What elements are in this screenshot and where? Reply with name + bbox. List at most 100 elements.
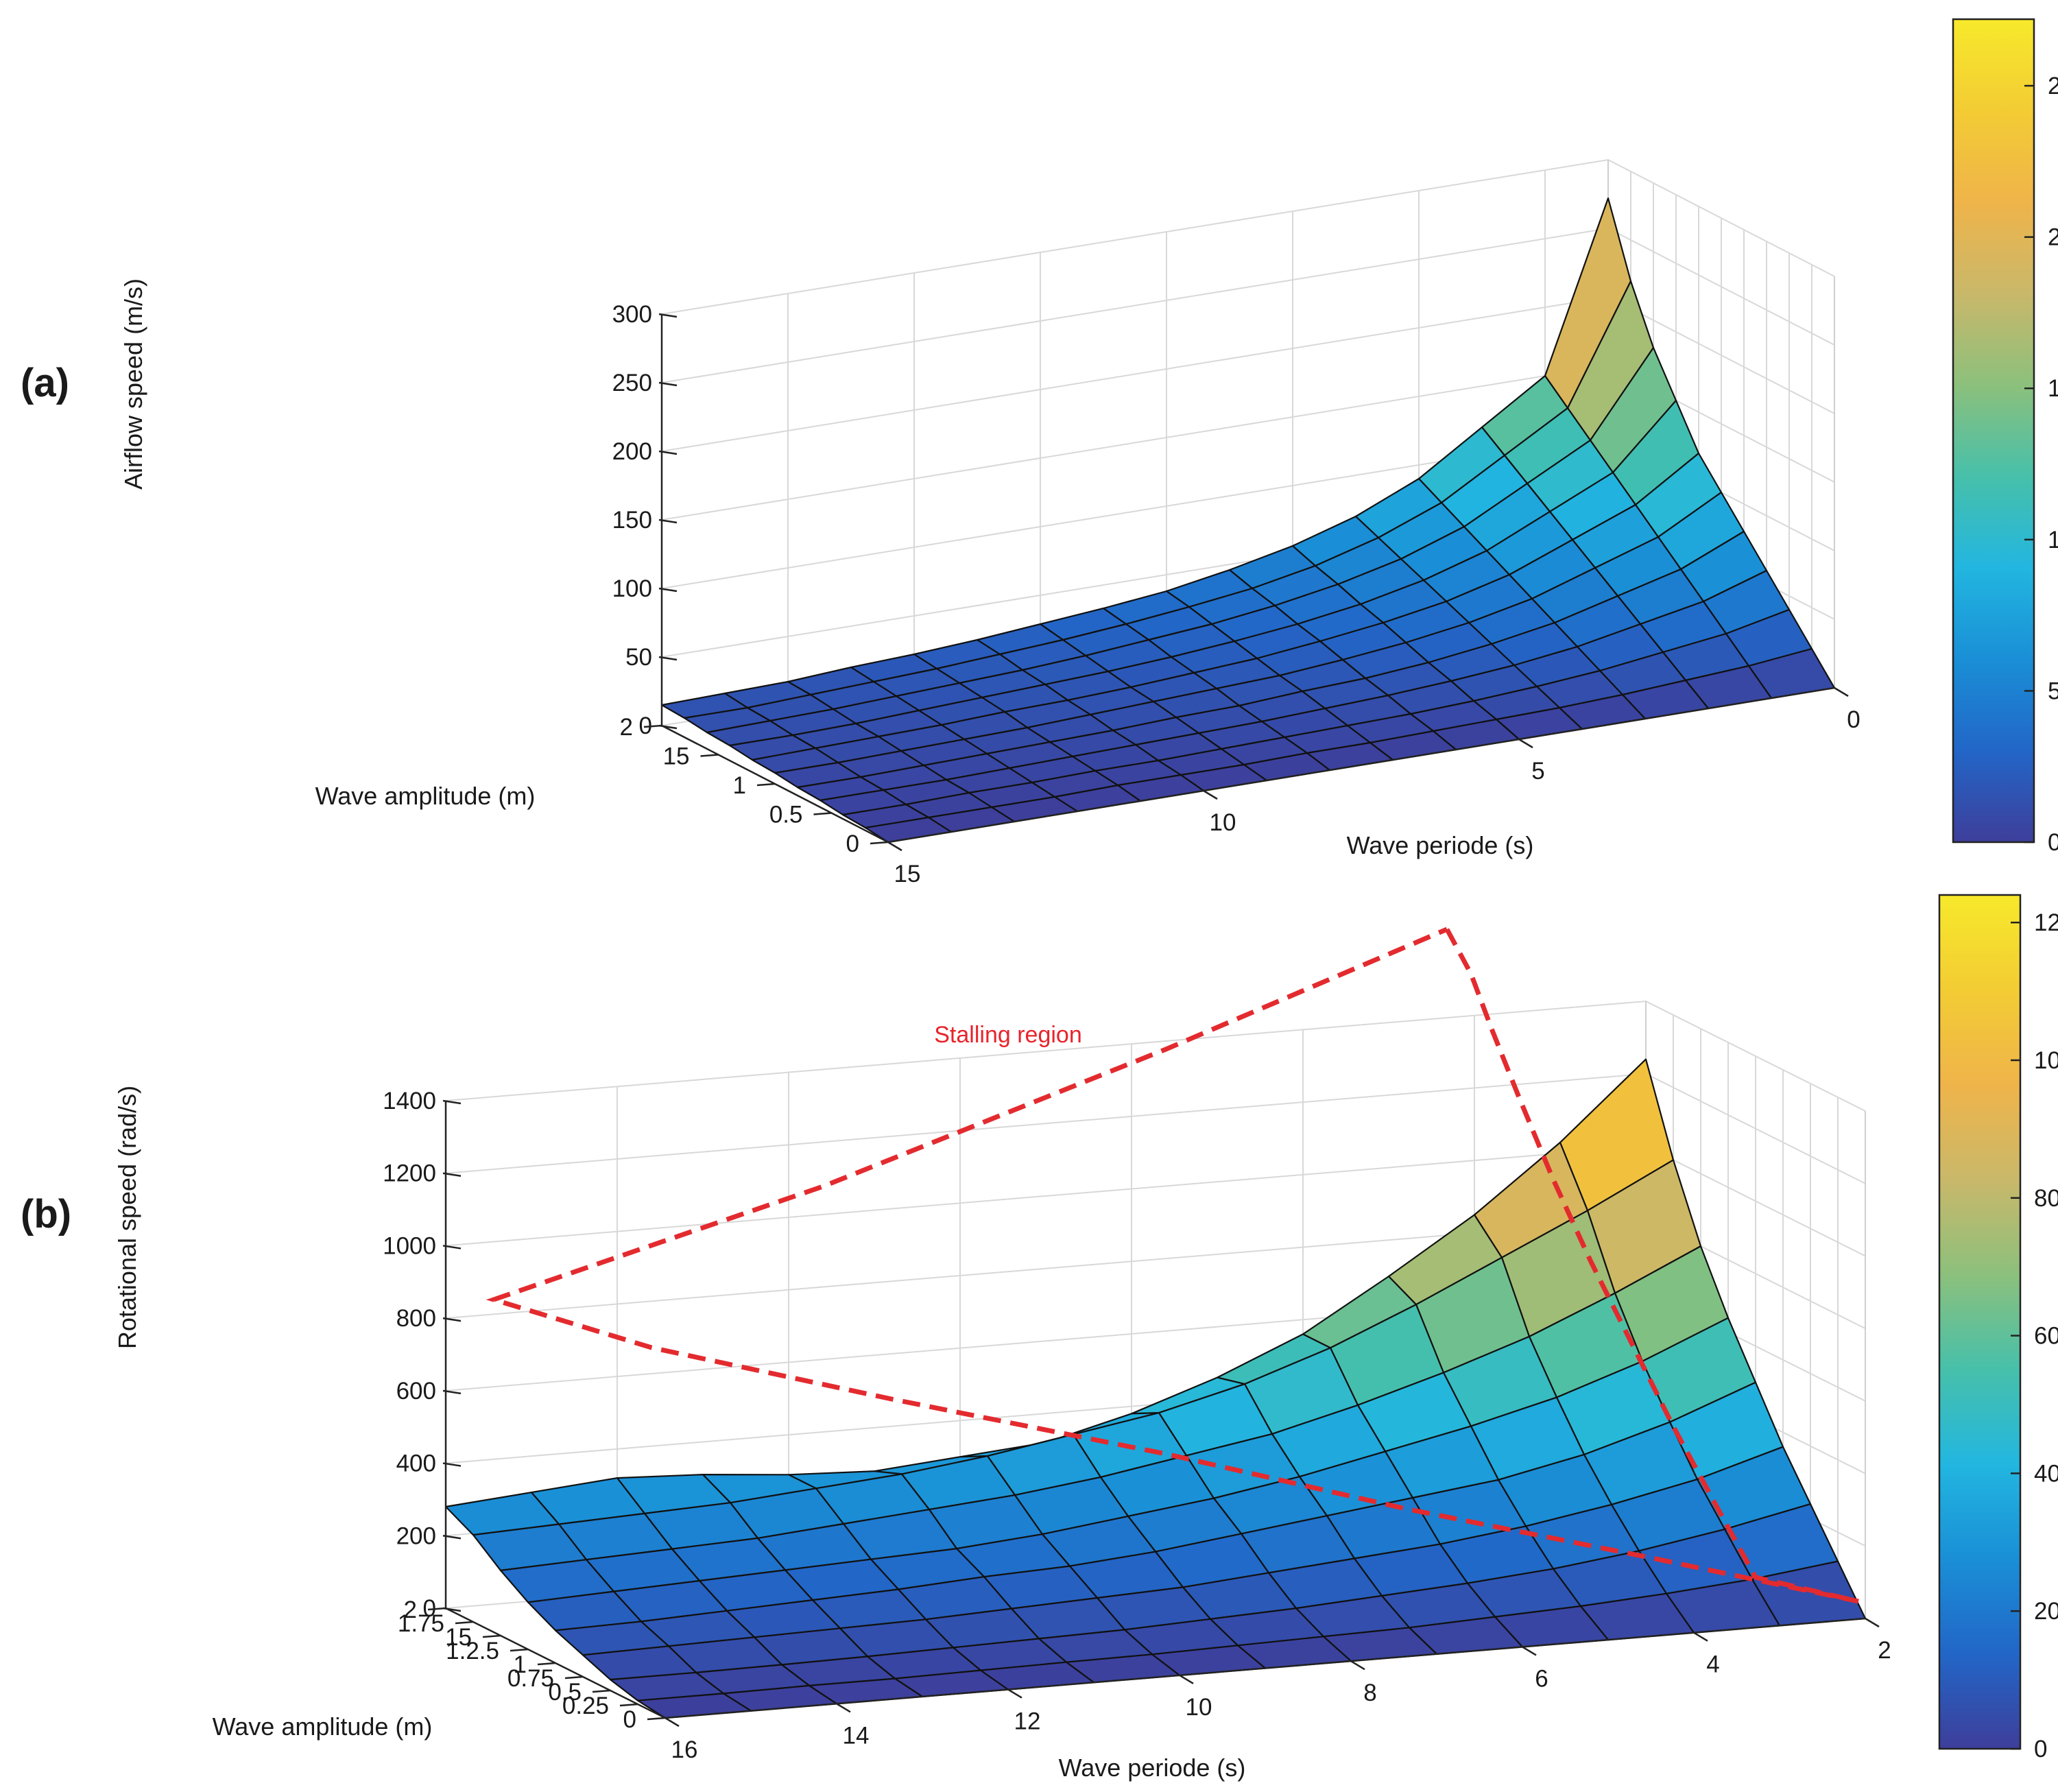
period-axis-line (665, 1617, 1866, 1719)
amplitude-tick-label: 2 (620, 714, 633, 741)
amplitude-tick-mark (756, 782, 776, 787)
stalling-region-outline (486, 927, 1859, 1604)
amplitude-tick-label: 0.25 (562, 1693, 609, 1719)
period-tick-mark (1007, 1688, 1022, 1699)
colorbar-gradient (1952, 18, 2035, 844)
period-tick-label: 4 (1706, 1651, 1719, 1678)
amplitude-tick-mark (455, 1621, 474, 1625)
colorbar-tick-label: 200 (2048, 224, 2058, 251)
panel-a-period-ticks: 15 10 5 0 (887, 686, 1860, 887)
z-tick-mark (442, 1389, 462, 1395)
z-tick-mark (442, 1462, 462, 1467)
amplitude-tick-mark (537, 1662, 556, 1666)
amplitude-tick-label: 1 (733, 772, 746, 799)
period-tick-label: 8 (1363, 1680, 1376, 1706)
colorbar-gradient (1938, 894, 2022, 1750)
z-tick-label: 400 (396, 1450, 436, 1477)
period-tick-mark (1834, 686, 1849, 697)
z-tick-label: 100 (612, 575, 652, 602)
panel-a-surface (660, 197, 1836, 844)
panel-a-amplitude-axis-label: Wave amplitude (m) (315, 782, 536, 810)
period-tick-mark (1518, 738, 1533, 749)
period-tick-label: 0 (1847, 706, 1860, 733)
z-tick-label: 250 (612, 370, 652, 396)
period-tick-label: 6 (1535, 1665, 1548, 1692)
period-tick-mark (887, 841, 902, 852)
panel-b-label: (b) (21, 1192, 71, 1237)
period-tick-label: 10 (1186, 1694, 1212, 1721)
amplitude-tick-mark (813, 812, 832, 815)
amplitude-tick-mark (482, 1634, 501, 1638)
period-tick-mark (836, 1703, 851, 1713)
period-axis-line (887, 686, 1835, 844)
z-tick-mark (658, 724, 678, 730)
amplitude-tick-label: 1 (514, 1651, 527, 1678)
period-tick-mark (1865, 1617, 1880, 1628)
z-tick-mark (658, 450, 678, 455)
z-tick-label: 600 (396, 1378, 436, 1405)
amplitude-tick-label: 15 (445, 1624, 472, 1651)
z-tick-label: 800 (396, 1305, 436, 1332)
period-tick-mark (1693, 1632, 1708, 1642)
amplitude-tick-label: 15 (663, 743, 690, 770)
amplitude-tick-mark (647, 1717, 666, 1721)
colorbar-tick-label: 800 (2034, 1185, 2058, 1212)
amplitude-tick-label: 1.75 (398, 1610, 444, 1637)
z-tick-label: 50 (625, 644, 652, 671)
period-tick-mark (1522, 1646, 1537, 1656)
panel-a-label: (a) (21, 361, 69, 405)
colorbar-tick-label: 400 (2034, 1460, 2058, 1487)
panel-b-period-axis-label: Wave periode (s) (1059, 1754, 1246, 1782)
z-tick-mark (658, 313, 678, 318)
amplitude-tick-mark (427, 1607, 446, 1611)
panel-b-colorbar: 0 200 400 600 800 1000 1200 (1938, 894, 2058, 1763)
panel-b-surface (444, 1058, 1867, 1719)
panel-a: (a) Airflow speed (m/s) Wave amplitude (… (21, 18, 2058, 887)
amplitude-tick-mark (870, 841, 889, 845)
panel-b-z-ticks: 0 200 400 600 800 1000 1200 1400 (383, 1088, 462, 1622)
amplitude-tick-mark (510, 1648, 529, 1652)
z-tick-label: 1400 (383, 1088, 436, 1114)
panel-b-period-ticks: 16 14 12 10 8 6 4 2 (665, 1617, 1891, 1763)
z-tick-label: 0 (639, 713, 652, 739)
z-tick-label: 200 (396, 1522, 436, 1549)
colorbar-tick-label: 50 (2048, 678, 2058, 704)
z-tick-label: 300 (612, 301, 652, 328)
period-tick-label: 12 (1014, 1708, 1041, 1735)
z-tick-mark (442, 1607, 462, 1612)
amplitude-tick-label: 0 (846, 831, 859, 857)
amplitude-tick-label: 0.5 (548, 1679, 582, 1706)
z-tick-label: 0 (423, 1595, 436, 1622)
z-tick-mark (442, 1172, 462, 1177)
z-tick-label: 1000 (383, 1232, 436, 1259)
colorbar-tick-label: 150 (2048, 375, 2058, 402)
colorbar-tick-label: 200 (2034, 1598, 2058, 1625)
period-tick-mark (665, 1717, 680, 1728)
z-tick-label: 200 (612, 438, 652, 465)
amplitude-tick-label: 1.2.5 (446, 1638, 499, 1664)
colorbar-tick-label: 600 (2034, 1323, 2058, 1350)
amplitude-tick-mark (619, 1703, 638, 1707)
panel-b: (b) Rotational speed (rad/s) Wave amplit… (21, 894, 2058, 1782)
colorbar-tick-label: 0 (2048, 829, 2058, 856)
colorbar-tick-label: 0 (2034, 1736, 2047, 1763)
amplitude-tick-label: 0.5 (769, 802, 803, 828)
panel-b-amplitude-axis-label: Wave amplitude (m) (213, 1712, 433, 1741)
z-tick-mark (442, 1099, 462, 1105)
panel-b-z-axis-label: Rotational speed (rad/s) (113, 1086, 141, 1349)
period-tick-label: 15 (894, 861, 921, 887)
z-tick-mark (658, 587, 678, 593)
z-tick-label: 150 (612, 507, 652, 534)
period-tick-label: 5 (1531, 758, 1544, 785)
period-tick-mark (1203, 789, 1218, 800)
amplitude-tick-label: 0.75 (507, 1665, 554, 1692)
period-tick-label: 10 (1210, 809, 1236, 836)
colorbar-tick-label: 1000 (2034, 1047, 2058, 1074)
panel-a-z-ticks: 0 50 100 150 200 250 300 (612, 301, 678, 739)
z-tick-mark (658, 656, 678, 661)
z-tick-mark (442, 1245, 462, 1250)
panel-a-period-axis-label: Wave periode (s) (1347, 831, 1534, 859)
